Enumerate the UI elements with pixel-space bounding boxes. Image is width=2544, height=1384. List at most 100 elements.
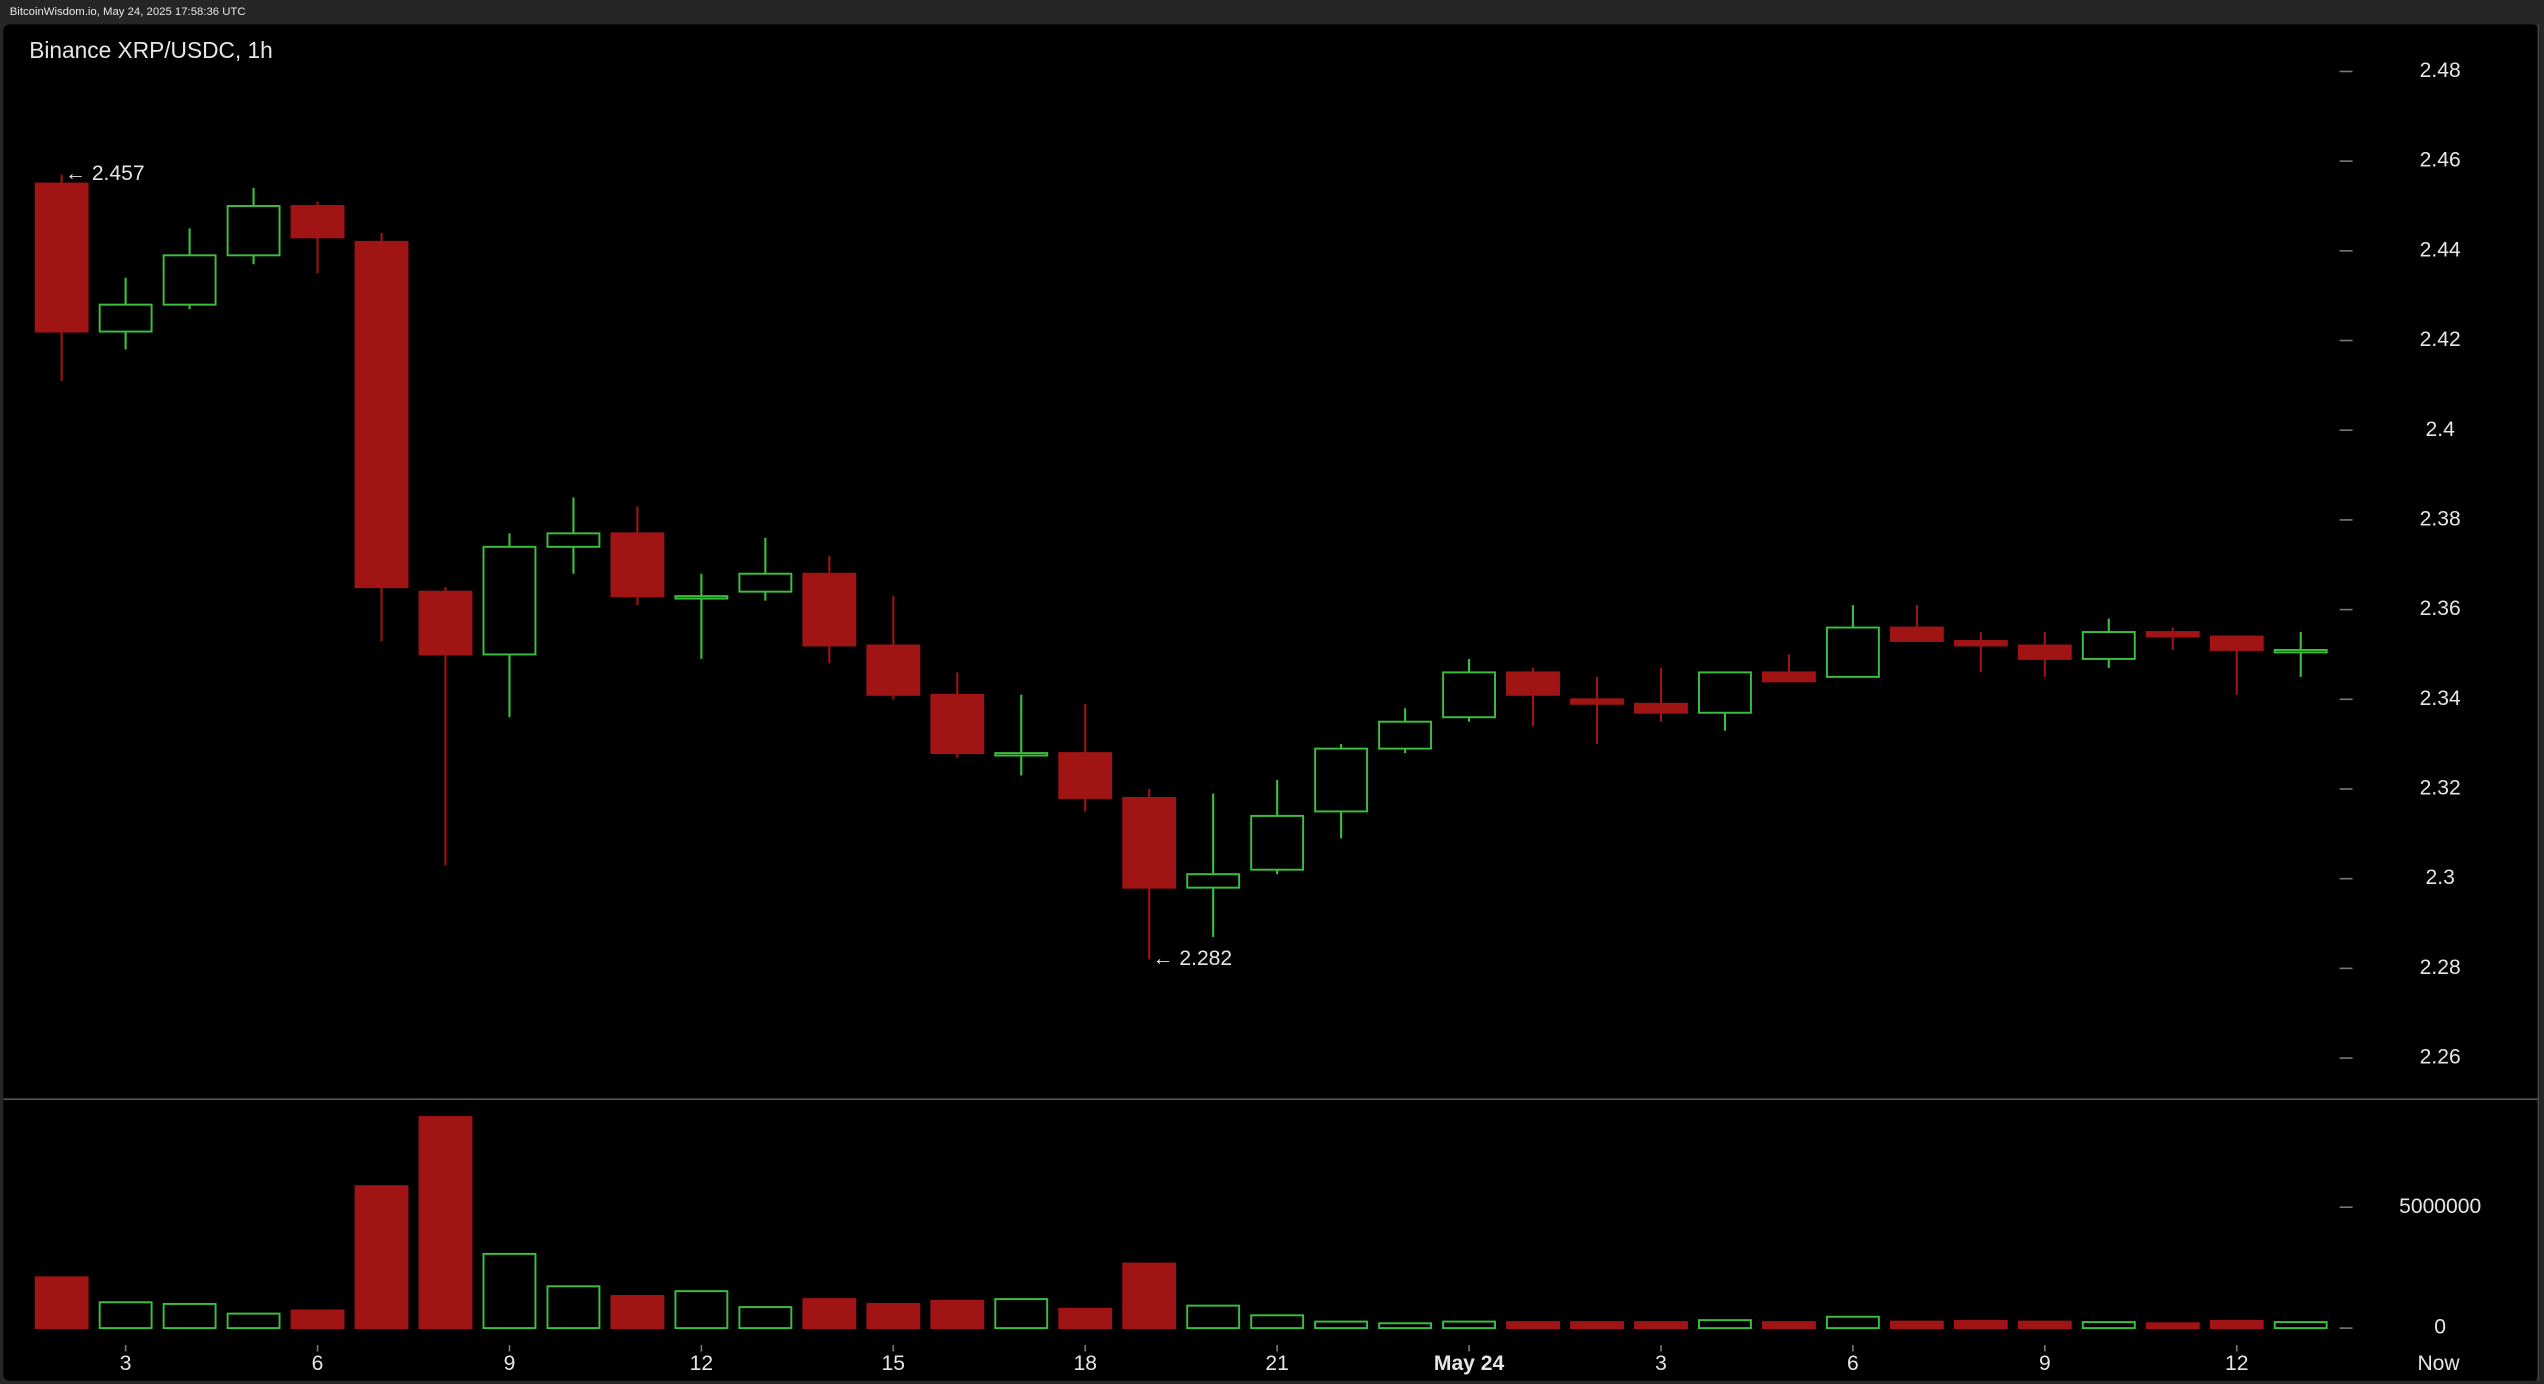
volume-bar — [1122, 1262, 1177, 1330]
x-tick-label: 12 — [690, 1352, 713, 1375]
y-tick-label: 2.42 — [2420, 328, 2461, 351]
volume-bar — [1953, 1319, 2008, 1330]
x-tick-label: 6 — [1847, 1352, 1859, 1375]
candle-body-down — [1634, 702, 1688, 714]
candle-body-up — [482, 545, 537, 656]
volume-bar — [1634, 1321, 1688, 1330]
volume-bar — [482, 1252, 537, 1330]
candle-body-down — [1122, 796, 1177, 889]
candle-body-down — [354, 240, 409, 589]
volume-bar — [98, 1301, 153, 1330]
candle-body-down — [1506, 671, 1560, 696]
annotation: ← 2.282 — [1152, 947, 1232, 970]
x-tick-label: 12 — [2225, 1352, 2248, 1375]
x-end-label: Now — [2417, 1352, 2460, 1375]
candle-body-up — [162, 254, 217, 306]
volume-bar — [546, 1285, 601, 1330]
candle-body-down — [1953, 640, 2008, 647]
volume-bar — [1378, 1322, 1433, 1330]
volume-bar — [2273, 1321, 2328, 1330]
volume-bar — [354, 1185, 409, 1330]
volume-bar — [738, 1306, 793, 1330]
x-tick-label: 9 — [504, 1352, 516, 1375]
candle-body-up — [1186, 873, 1241, 889]
candle-body-up — [1698, 671, 1752, 714]
volume-bar — [290, 1309, 345, 1330]
candle-body-down — [930, 693, 985, 755]
volume-bar — [162, 1302, 217, 1330]
y-tick-label: 2.46 — [2420, 149, 2461, 172]
candle-body-up — [2081, 631, 2136, 660]
candle-body-up — [994, 752, 1049, 757]
x-tick-label: 9 — [2039, 1352, 2051, 1375]
candle-body-down — [1058, 752, 1113, 799]
candle-body-up — [1314, 747, 1369, 813]
candle-body-up — [1442, 671, 1496, 719]
volume-bar — [1761, 1321, 1816, 1330]
y-tick-label: 2.48 — [2420, 59, 2461, 82]
candle-body-up — [98, 303, 153, 333]
volume-tick-label: 0 — [2434, 1316, 2446, 1339]
candle-body-down — [2209, 635, 2264, 651]
candle-body-down — [290, 205, 345, 239]
y-tick-label: 2.36 — [2420, 597, 2461, 620]
x-tick-label: 15 — [882, 1352, 905, 1375]
chart-area — [3, 24, 2540, 1381]
x-tick-label: 6 — [312, 1352, 324, 1375]
volume-bar — [1314, 1320, 1369, 1330]
candle-body-down — [2145, 631, 2200, 638]
y-tick-label: 2.28 — [2420, 956, 2461, 979]
y-tick-label: 2.3 — [2426, 866, 2455, 889]
y-tick-label: 2.44 — [2420, 238, 2461, 261]
x-tick-label: 21 — [1265, 1352, 1288, 1375]
candle-body-up — [674, 595, 729, 600]
candle-body-down — [1761, 671, 1816, 683]
volume-bar — [930, 1299, 985, 1330]
x-tick-label: 18 — [1073, 1352, 1096, 1375]
candle-body-up — [1378, 720, 1433, 750]
volume-bar — [2017, 1320, 2072, 1330]
volume-bar — [1698, 1319, 1752, 1330]
volume-tick-label: 5000000 — [2399, 1195, 2481, 1218]
volume-bar — [1825, 1315, 1880, 1330]
x-tick-label: 3 — [1655, 1352, 1667, 1375]
candle-body-up — [1250, 814, 1305, 871]
candle-body-up — [738, 572, 793, 593]
annotation: ← 2.457 — [65, 162, 145, 185]
y-tick-label: 2.38 — [2420, 507, 2461, 530]
x-tick-label: 3 — [120, 1352, 132, 1375]
candle-body-up — [1825, 626, 1880, 678]
candle-body-down — [866, 644, 921, 696]
candle-body-down — [802, 572, 857, 647]
volume-bar — [226, 1312, 281, 1330]
volume-bar — [1058, 1307, 1113, 1330]
candle-body-down — [34, 182, 89, 333]
volume-bar — [1250, 1314, 1305, 1330]
volume-bar — [610, 1294, 665, 1330]
volume-bar — [994, 1298, 1049, 1330]
volume-bar — [34, 1276, 89, 1330]
candle-body-up — [2273, 648, 2328, 654]
y-tick-label: 2.26 — [2420, 1046, 2461, 1069]
volume-bar — [1570, 1321, 1624, 1330]
candle-body-down — [418, 590, 473, 656]
volume-bar — [1506, 1321, 1560, 1330]
candle-body-down — [2017, 644, 2072, 660]
chart-title: Binance XRP/USDC, 1h — [29, 37, 273, 63]
y-tick-label: 2.34 — [2420, 687, 2461, 710]
candle-body-up — [226, 205, 281, 257]
y-tick-label: 2.4 — [2426, 418, 2456, 441]
volume-bar — [418, 1116, 473, 1330]
volume-bar — [1186, 1304, 1241, 1330]
volume-bar — [1889, 1320, 1944, 1330]
candle-body-down — [1889, 626, 1944, 642]
candle-body-down — [1570, 698, 1624, 705]
x-tick-label: May 24 — [1434, 1352, 1505, 1375]
volume-bar — [1442, 1320, 1496, 1330]
header: BitcoinWisdom.io, May 24, 2025 17:58:36 … — [10, 6, 246, 18]
volume-bar — [2209, 1319, 2264, 1330]
y-tick-label: 2.32 — [2420, 777, 2461, 800]
volume-bar — [802, 1298, 857, 1330]
candle-body-down — [610, 532, 665, 598]
